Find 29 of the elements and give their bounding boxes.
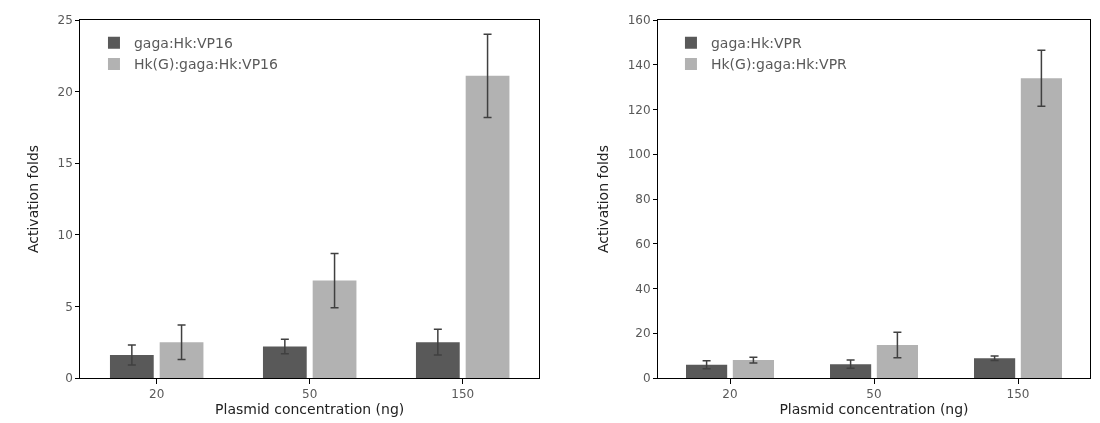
y-tick-label: 60 — [635, 236, 651, 251]
y-tick-label: 0 — [642, 371, 651, 386]
y-axis-title: Activation folds — [595, 144, 612, 254]
x-tick-label: 20 — [722, 387, 738, 402]
y-tick-label: 140 — [627, 57, 651, 72]
x-tick-label: 50 — [866, 387, 882, 402]
x-tick-label: 20 — [149, 387, 165, 402]
y-tick-label: 120 — [627, 102, 651, 117]
y-tick-label: 40 — [635, 281, 651, 296]
y-tick-label: 20 — [57, 84, 73, 99]
y-axis-title: Activation folds — [25, 144, 42, 254]
y-tick-label: 100 — [627, 147, 651, 162]
y-tick-label: 10 — [57, 228, 73, 242]
legend-label: Hk(G):gaga:Hk:VPR — [710, 56, 848, 73]
legend-label: gaga:Hk:VPR — [710, 35, 802, 52]
y-tick-label: 80 — [635, 192, 651, 207]
y-tick-label: 0 — [65, 371, 73, 386]
y-tick-label: 25 — [57, 13, 73, 28]
y-tick-label: 15 — [57, 156, 73, 171]
x-axis-title: Plasmid concentration (ng) — [215, 401, 405, 418]
x-tick-label: 150 — [451, 387, 475, 402]
legend-label: gaga:Hk:VP16 — [133, 35, 233, 52]
x-tick-label: 150 — [1006, 387, 1030, 402]
x-axis-title: Plasmid concentration (ng) — [779, 401, 969, 418]
y-tick-label: 20 — [635, 326, 651, 341]
x-tick-label: 50 — [302, 387, 318, 402]
y-tick-label: 160 — [627, 13, 651, 28]
legend-label: Hk(G):gaga:Hk:VP16 — [133, 56, 279, 73]
y-tick-label: 5 — [65, 299, 73, 314]
